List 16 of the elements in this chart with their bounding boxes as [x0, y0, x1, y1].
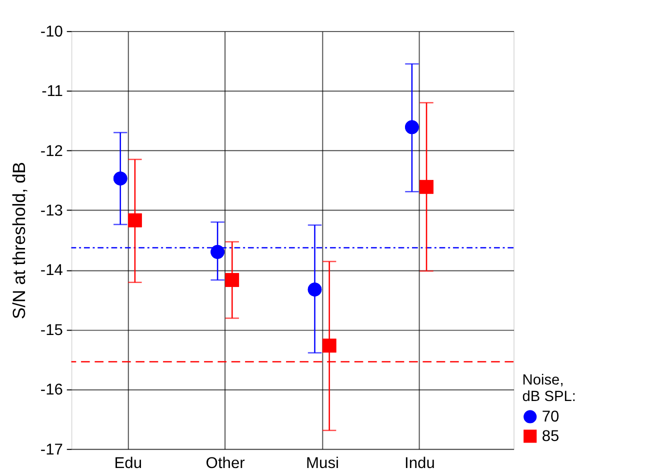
- y-tick-label: -10: [40, 23, 64, 40]
- y-tick-label: -12: [40, 142, 63, 160]
- x-tick-label: Edu: [114, 454, 142, 472]
- y-tick-label: -11: [42, 83, 63, 100]
- y-tick-label: -13: [40, 202, 63, 220]
- legend-label: 85: [542, 428, 560, 446]
- legend-label: 70: [542, 408, 560, 426]
- x-tick-label: Musi: [306, 454, 340, 472]
- x-tick-label: Indu: [404, 454, 435, 472]
- y-tick-label: -17: [40, 441, 63, 458]
- y-axis-title: S/N at threshold, dB: [8, 162, 29, 320]
- legend-title: Noise, dB SPL:: [522, 372, 576, 406]
- y-tick-label: -15: [40, 322, 64, 339]
- x-tick-label: Other: [206, 454, 245, 472]
- y-tick-label: -14: [40, 262, 64, 280]
- y-tick-label: -16: [40, 382, 63, 399]
